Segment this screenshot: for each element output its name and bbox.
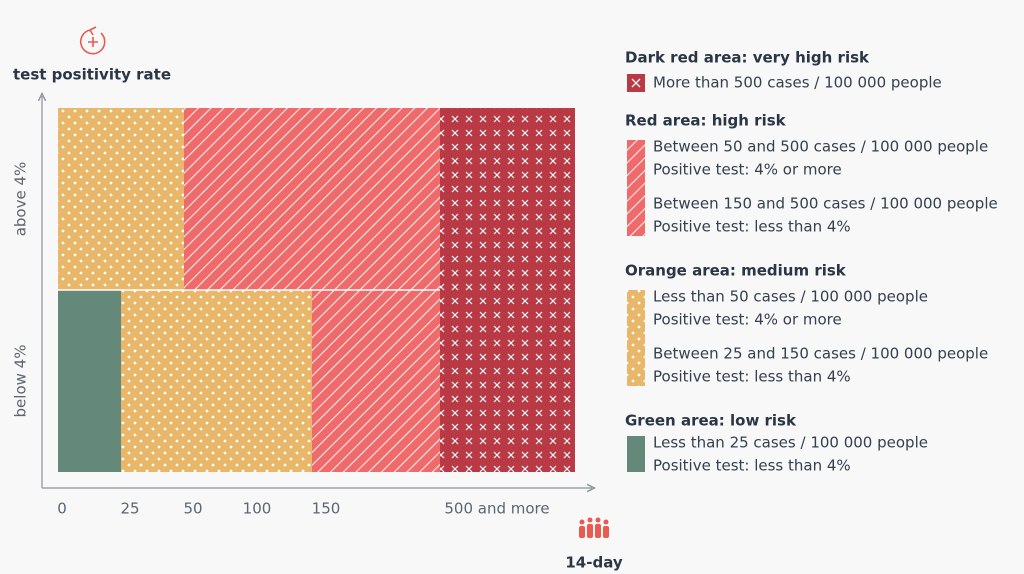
dark-red-area: [440, 108, 575, 472]
y-axis-title: test positivity rate: [13, 66, 171, 84]
x-label: 100: [243, 500, 272, 518]
legend-text: Positive test: less than 4%: [653, 368, 851, 386]
green-area: [58, 290, 121, 472]
x-label: 150: [312, 500, 341, 518]
legend-text: Between 150 and 500 cases / 100 000 peop…: [653, 195, 998, 213]
legend-text: Positive test: 4% or more: [653, 311, 842, 329]
legend-text: Between 50 and 500 cases / 100 000 peopl…: [653, 138, 988, 156]
x-label: 500 and more: [444, 500, 549, 518]
test-icon: [79, 26, 106, 55]
x-axis-title: 14-day: [565, 554, 622, 572]
legend-text: Positive test: 4% or more: [653, 161, 842, 179]
legend-title: Red area: high risk: [625, 112, 787, 130]
x-label: 25: [120, 500, 139, 518]
legend-text: Positive test: less than 4%: [653, 457, 851, 475]
risk-areas: [58, 108, 575, 472]
red-area: [312, 290, 440, 472]
orange-area: [58, 108, 184, 290]
legend-swatches: [627, 74, 645, 472]
legend-title: Green area: low risk: [625, 412, 797, 430]
people-icon: [579, 517, 609, 538]
legend-text: Less than 25 cases / 100 000 people: [653, 434, 928, 452]
legend-title: Dark red area: very high risk: [625, 49, 870, 67]
red-area: [184, 108, 440, 290]
legend-text: Less than 50 cases / 100 000 people: [653, 288, 928, 306]
legend-text: Between 25 and 150 cases / 100 000 peopl…: [653, 345, 988, 363]
y-label: below 4%: [12, 345, 30, 418]
orange-area: [121, 290, 312, 472]
legend-title: Orange area: medium risk: [625, 262, 847, 280]
x-label: 0: [57, 500, 67, 518]
legend-text: Positive test: less than 4%: [653, 218, 851, 236]
y-label: above 4%: [12, 162, 30, 237]
legend-text: More than 500 cases / 100 000 people: [653, 74, 942, 92]
x-label: 50: [183, 500, 202, 518]
